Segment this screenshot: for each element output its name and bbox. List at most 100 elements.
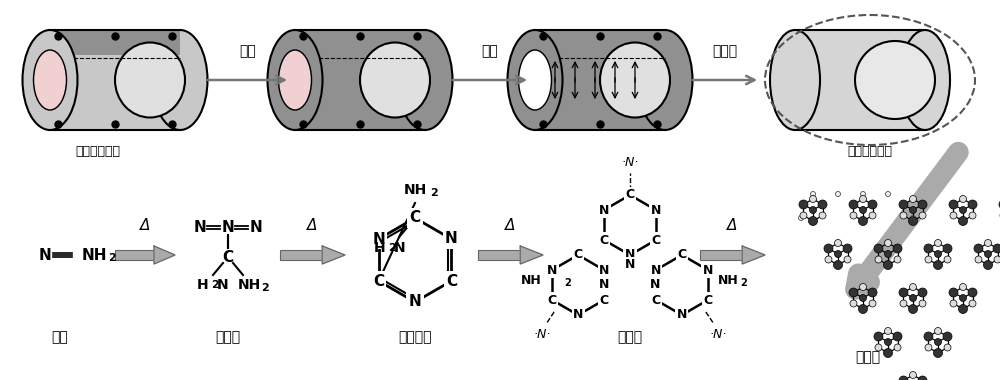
Circle shape <box>984 261 992 269</box>
Text: ·N·: ·N· <box>533 328 551 340</box>
Text: 2: 2 <box>564 278 571 288</box>
Text: H: H <box>197 278 209 292</box>
Polygon shape <box>322 246 345 264</box>
Circle shape <box>868 288 877 297</box>
Circle shape <box>993 244 1000 253</box>
Bar <box>295 30 425 55</box>
Text: N: N <box>409 294 421 309</box>
Text: N: N <box>222 220 234 234</box>
Circle shape <box>958 217 968 225</box>
Text: N: N <box>625 249 635 261</box>
Circle shape <box>860 192 866 196</box>
Text: N: N <box>573 309 583 321</box>
Circle shape <box>958 304 968 313</box>
Bar <box>795 30 925 130</box>
Circle shape <box>919 212 926 219</box>
Text: C: C <box>703 293 712 307</box>
Circle shape <box>860 283 866 290</box>
Text: NH: NH <box>403 183 427 197</box>
Circle shape <box>798 215 804 220</box>
Bar <box>50 30 180 130</box>
Text: 蜜勒胺: 蜜勒胺 <box>617 330 643 344</box>
Bar <box>700 250 742 260</box>
Text: 氰胺: 氰胺 <box>52 330 68 344</box>
Circle shape <box>944 344 951 351</box>
Circle shape <box>960 206 966 214</box>
Ellipse shape <box>22 30 78 130</box>
Bar <box>478 250 520 260</box>
Text: N: N <box>651 204 661 217</box>
Circle shape <box>899 288 908 297</box>
Circle shape <box>834 261 842 269</box>
Ellipse shape <box>770 30 820 130</box>
Circle shape <box>950 212 957 219</box>
Circle shape <box>800 212 807 219</box>
Circle shape <box>969 212 976 219</box>
Polygon shape <box>742 246 765 264</box>
Circle shape <box>908 304 918 313</box>
Text: N: N <box>599 279 610 291</box>
Circle shape <box>850 212 857 219</box>
Ellipse shape <box>268 30 322 130</box>
Text: N: N <box>445 231 458 247</box>
Text: N: N <box>650 279 661 291</box>
Text: 聚合: 聚合 <box>482 44 498 58</box>
Circle shape <box>860 195 866 203</box>
Circle shape <box>818 200 827 209</box>
Text: N: N <box>39 247 51 263</box>
Circle shape <box>875 256 882 263</box>
Circle shape <box>918 200 927 209</box>
Circle shape <box>944 256 951 263</box>
Circle shape <box>893 332 902 341</box>
Circle shape <box>885 339 892 345</box>
Polygon shape <box>520 246 543 264</box>
Text: N: N <box>677 309 687 321</box>
Text: N: N <box>599 263 609 277</box>
Ellipse shape <box>855 41 935 119</box>
Circle shape <box>934 328 942 334</box>
Circle shape <box>849 288 858 297</box>
Circle shape <box>910 372 916 378</box>
Circle shape <box>925 256 932 263</box>
Ellipse shape <box>638 30 692 130</box>
Text: 2: 2 <box>740 278 747 288</box>
FancyArrowPatch shape <box>856 152 958 289</box>
Ellipse shape <box>398 30 452 130</box>
Text: ·N·: ·N· <box>709 328 727 340</box>
Circle shape <box>950 300 957 307</box>
Text: 氮化碳纳米棒: 氮化碳纳米棒 <box>848 145 893 158</box>
Circle shape <box>969 300 976 307</box>
Text: Δ: Δ <box>307 218 318 233</box>
Circle shape <box>884 348 893 358</box>
Circle shape <box>869 212 876 219</box>
Circle shape <box>884 261 893 269</box>
Circle shape <box>908 217 918 225</box>
Circle shape <box>934 250 942 258</box>
Circle shape <box>910 215 916 220</box>
Circle shape <box>885 328 892 334</box>
Circle shape <box>984 250 992 258</box>
Circle shape <box>844 256 851 263</box>
Circle shape <box>910 283 916 290</box>
Circle shape <box>960 195 966 203</box>
Text: C: C <box>600 293 609 307</box>
Text: N: N <box>372 231 385 247</box>
Text: 2: 2 <box>388 243 396 253</box>
Circle shape <box>949 200 958 209</box>
Circle shape <box>910 294 916 301</box>
Text: NH: NH <box>521 274 542 287</box>
Text: C: C <box>409 211 421 225</box>
Circle shape <box>924 332 933 341</box>
Circle shape <box>918 376 927 380</box>
Circle shape <box>849 200 858 209</box>
Circle shape <box>900 212 907 219</box>
Circle shape <box>899 200 908 209</box>
Circle shape <box>860 206 866 214</box>
Circle shape <box>968 200 977 209</box>
Circle shape <box>934 339 942 345</box>
Circle shape <box>975 256 982 263</box>
Circle shape <box>943 244 952 253</box>
Circle shape <box>810 192 816 196</box>
Circle shape <box>934 348 942 358</box>
Circle shape <box>819 212 826 219</box>
